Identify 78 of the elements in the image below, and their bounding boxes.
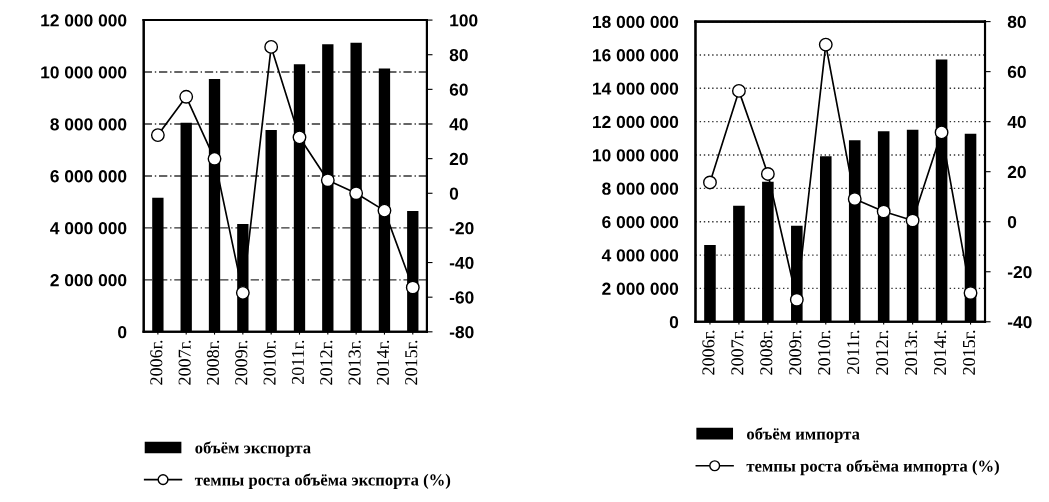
point	[703, 175, 717, 190]
point	[731, 83, 746, 98]
legend-label: объём экспорта	[195, 441, 311, 457]
x-tick-label: 2008г.	[760, 330, 773, 375]
point	[934, 125, 949, 140]
y2-tick-label: 60	[449, 83, 468, 96]
y-tick-label: 14 000 000	[593, 82, 679, 95]
y-tick-label: 8 000 000	[602, 182, 679, 195]
point	[818, 37, 833, 52]
x-tick-label: 2013г.	[904, 330, 918, 375]
y2-tick-label: 100	[450, 14, 478, 27]
legend-label: объём импорта	[747, 427, 860, 443]
point	[235, 285, 250, 300]
x-tick-label: 2015г.	[962, 330, 976, 375]
x-tick-label: 2015г.	[405, 340, 418, 385]
y2-tick-label: -20	[449, 222, 474, 235]
legend-label: темпы роста объёма импорта (%)	[746, 459, 999, 476]
point	[150, 128, 165, 143]
y-tick-label: 10 000 000	[41, 66, 127, 79]
x-tick-label: 2012г.	[320, 340, 333, 385]
y-tick-label: 10 000 000	[593, 149, 679, 162]
y-tick-label: 18 000 000	[593, 15, 679, 29]
y-tick-label: 6 000 000	[50, 170, 127, 183]
point	[405, 280, 420, 295]
y-tick-label: 2 000 000	[50, 274, 127, 287]
y-tick-label: 12 000 000	[593, 115, 679, 129]
y2-tick-label: 0	[449, 187, 459, 200]
y-tick-label: 2 000 000	[602, 282, 679, 295]
point	[207, 151, 222, 166]
y-tick-label: 8 000 000	[50, 118, 127, 131]
point	[847, 192, 862, 206]
point	[349, 186, 364, 201]
y2-tick-label: 60	[1007, 65, 1026, 79]
x-tick-label: 2009г.	[789, 330, 802, 375]
x-tick-label: 2012г.	[876, 330, 889, 375]
y2-tick-label: 80	[449, 48, 468, 62]
y2-tick-label: -80	[449, 325, 474, 339]
x-tick-label: 2010г.	[818, 330, 831, 375]
x-tick-label: 2011г.	[291, 340, 305, 384]
x-tick-label: 2008г.	[206, 340, 220, 385]
x-tick-label: 2007г.	[178, 340, 191, 385]
y2-tick-label: 40	[1007, 115, 1026, 129]
point	[320, 173, 335, 188]
x-tick-label: 2014г.	[933, 330, 947, 375]
y-tick-label: 16 000 000	[593, 49, 679, 62]
point	[905, 213, 920, 228]
y2-tick-label: 20	[1007, 165, 1026, 179]
y-tick-label: 6 000 000	[602, 215, 679, 229]
x-tick-label: 2011г.	[847, 330, 860, 374]
point	[789, 292, 804, 307]
y-tick-label: 4 000 000	[601, 249, 679, 262]
point	[292, 130, 307, 145]
y2-tick-label: 20	[449, 152, 468, 166]
y2-tick-label: -60	[449, 291, 474, 304]
y-tick-label: 0	[669, 315, 679, 329]
point	[963, 286, 978, 300]
x-tick-label: 2006г.	[702, 330, 715, 375]
y2-tick-label: 40	[449, 118, 468, 131]
point	[760, 166, 775, 181]
point	[876, 204, 891, 219]
x-tick-label: 2013г.	[348, 340, 361, 385]
y-tick-label: 0	[118, 325, 127, 339]
y2-tick-label: 0	[1007, 215, 1017, 229]
y2-tick-label: -40	[449, 256, 474, 270]
x-tick-label: 2009г.	[235, 340, 248, 385]
point	[179, 89, 194, 104]
legend-label: темпы роста объёма экспорта (%)	[194, 473, 451, 489]
y2-tick-label: -40	[1007, 315, 1032, 329]
point	[377, 203, 392, 218]
x-tick-label: 2007г.	[731, 330, 744, 375]
x-tick-label: 2006г.	[150, 340, 163, 385]
y2-tick-label: -20	[1007, 265, 1032, 279]
x-tick-label: 2010г.	[263, 340, 276, 385]
y-tick-label: 4 000 000	[50, 222, 127, 235]
point	[264, 39, 279, 54]
y-tick-label: 12 000 000	[41, 14, 127, 27]
x-tick-label: 2014г.	[376, 340, 390, 385]
y2-tick-label: 80	[1007, 15, 1026, 29]
